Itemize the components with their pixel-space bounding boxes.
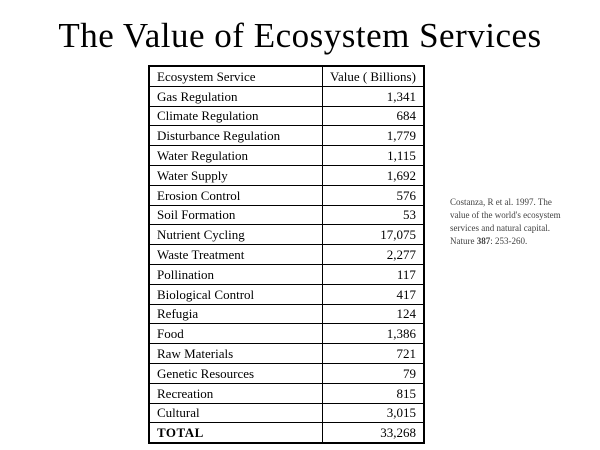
- table-total-row: TOTAL 33,268: [148, 422, 425, 444]
- citation-volume: 387: [476, 236, 491, 246]
- service-value: 1,341: [321, 85, 425, 107]
- service-value: 1,115: [321, 145, 425, 166]
- citation-line: Nature 387: 253-260.: [450, 235, 585, 248]
- citation: Costanza, R et al. 1997. The value of th…: [450, 196, 585, 248]
- service-name: Pollination: [148, 263, 323, 285]
- service-value: 124: [321, 303, 425, 325]
- page-title: The Value of Ecosystem Services: [58, 16, 542, 55]
- service-name: Waste Treatment: [148, 244, 323, 265]
- table-row: Water Regulation 1,115: [148, 145, 425, 166]
- service-value: 1,779: [321, 125, 425, 147]
- header-ecosystem-service: Ecosystem Service: [148, 65, 323, 87]
- service-name: Recreation: [148, 382, 323, 404]
- table-row: Pollination 117: [148, 263, 425, 285]
- table-row: Gas Regulation 1,341: [148, 85, 425, 107]
- service-value: 417: [321, 283, 425, 305]
- table-row: Food 1,386: [148, 323, 425, 345]
- service-name: Refugia: [148, 303, 323, 325]
- table-row: Recreation 815: [148, 382, 425, 404]
- service-name: Biological Control: [148, 283, 323, 305]
- table-row: Disturbance Regulation 1,779: [148, 125, 425, 147]
- citation-line: Costanza, R et al. 1997. The: [450, 197, 552, 207]
- service-name: Water Supply: [148, 164, 323, 186]
- citation-line: value of the world's ecosystem: [450, 210, 561, 220]
- service-value: 117: [321, 263, 425, 285]
- table-body: Gas Regulation 1,341 Climate Regulation 684…: [148, 85, 425, 444]
- table-row: Refugia 124: [148, 303, 425, 325]
- service-value: 721: [321, 343, 425, 364]
- service-value: 1,692: [321, 164, 425, 186]
- total-label: TOTAL: [148, 422, 323, 444]
- service-name: Food: [148, 323, 323, 345]
- service-value: 1,386: [321, 323, 425, 345]
- service-value: 53: [321, 204, 425, 226]
- citation-pages: : 253-260.: [490, 236, 528, 246]
- service-name: Cultural: [148, 402, 323, 424]
- header-value-billions: Value ( Billions): [321, 65, 425, 87]
- table-row: Biological Control 417: [148, 283, 425, 305]
- service-name: Soil Formation: [148, 204, 323, 226]
- service-value: 17,075: [321, 224, 425, 246]
- table-row: Climate Regulation 684: [148, 105, 425, 127]
- service-name: Raw Materials: [148, 343, 323, 364]
- service-value: 2,277: [321, 244, 425, 265]
- ecosystem-services-table: Ecosystem Service Value ( Billions) Gas …: [148, 65, 425, 445]
- total-value: 33,268: [321, 422, 425, 444]
- citation-journal: Nature: [450, 236, 477, 246]
- table-row: Genetic Resources 79: [148, 362, 425, 384]
- table-header: Ecosystem Service Value ( Billions): [148, 65, 425, 87]
- table-header-row: Ecosystem Service Value ( Billions): [148, 65, 425, 87]
- table-row: Cultural 3,015: [148, 402, 425, 424]
- service-name: Erosion Control: [148, 184, 323, 206]
- table-row: Water Supply 1,692: [148, 164, 425, 186]
- citation-line: services and natural capital.: [450, 223, 550, 233]
- service-value: 684: [321, 105, 425, 127]
- table-row: Soil Formation 53: [148, 204, 425, 226]
- service-name: Nutrient Cycling: [148, 224, 323, 246]
- table-row: Raw Materials 721: [148, 343, 425, 364]
- service-value: 815: [321, 382, 425, 404]
- table-row: Nutrient Cycling 17,075: [148, 224, 425, 246]
- service-name: Climate Regulation: [148, 105, 323, 127]
- table-row: Erosion Control 576: [148, 184, 425, 206]
- service-name: Disturbance Regulation: [148, 125, 323, 147]
- service-value: 79: [321, 362, 425, 384]
- service-name: Gas Regulation: [148, 85, 323, 107]
- table-row: Waste Treatment 2,277: [148, 244, 425, 265]
- service-value: 576: [321, 184, 425, 206]
- service-name: Water Regulation: [148, 145, 323, 166]
- service-name: Genetic Resources: [148, 362, 323, 384]
- service-value: 3,015: [321, 402, 425, 424]
